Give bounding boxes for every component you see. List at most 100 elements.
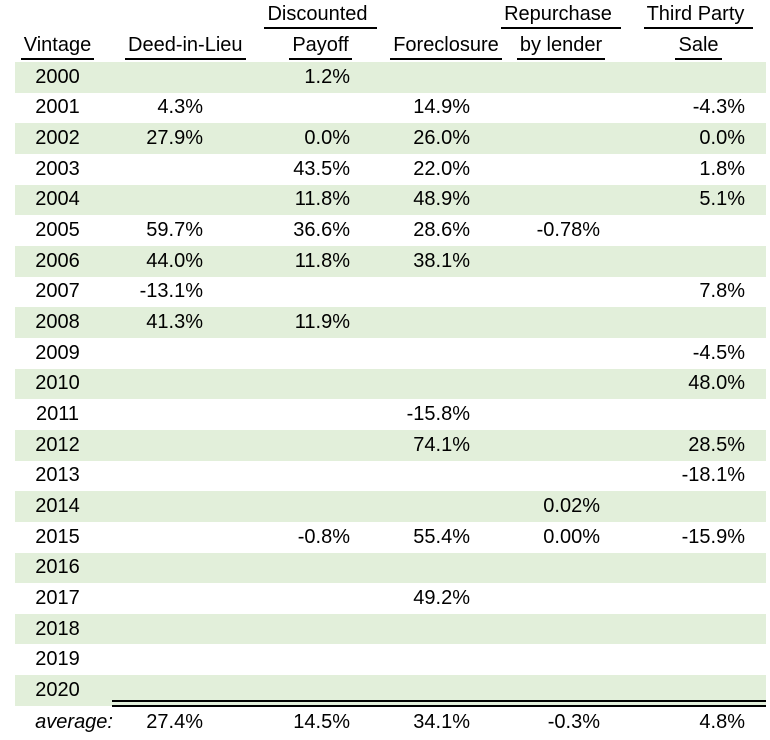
col-header-foreclosure-label: Foreclosure [390, 34, 502, 60]
cell-foreclosure: 14.9% [413, 96, 470, 119]
col-header-deed-in-lieu-label: Deed-in-Lieu [125, 34, 246, 60]
col-header-third-party-label: Third Party [643, 3, 754, 29]
col-header-payoff-label: Payoff [289, 34, 352, 60]
cell-foreclosure: 22.0% [413, 157, 470, 180]
col-header-third-party: Third Party [626, 3, 770, 31]
row-2005: 2005 59.7% 36.6% 28.6% -0.78% [15, 215, 766, 246]
col-header-foreclosure: Foreclosure [386, 34, 506, 62]
row-2011: 2011 -15.8% [15, 399, 766, 430]
cell-discounted-payoff: -0.8% [297, 525, 350, 548]
col-header-sale: Sale [626, 34, 770, 62]
cell-vintage: 2011 [35, 403, 79, 426]
cell-vintage: 2014 [35, 495, 80, 518]
row-2008: 2008 41.3% 11.9% [15, 307, 766, 338]
row-2006: 2006 44.0% 11.8% 38.1% [15, 245, 766, 277]
cell-third-party-sale: -18.1% [681, 464, 745, 487]
cell-deed-in-lieu: 27.9% [146, 127, 203, 150]
row-2015: 2015 -0.8% 55.4% 0.00% -15.9% [15, 522, 766, 553]
cell-deed-in-lieu: 4.3% [157, 96, 203, 119]
col-header-vintage-label: Vintage [20, 34, 95, 60]
cell-foreclosure: 48.9% [413, 188, 470, 211]
col-header-payoff: Payoff [248, 34, 393, 62]
col-header-vintage: Vintage [15, 34, 100, 62]
cell-deed-in-lieu: -13.1% [139, 280, 203, 303]
cell-vintage: 2017 [35, 586, 80, 609]
cell-vintage: 2018 [35, 617, 80, 640]
col-header-repurchase: Repurchase [496, 3, 626, 31]
col-header-deed-in-lieu: Deed-in-Lieu [125, 34, 246, 62]
cell-vintage: 2013 [35, 464, 80, 487]
cell-third-party-sale: 48.0% [688, 372, 745, 395]
cell-repurchase-by-lender: 0.02% [543, 495, 600, 518]
row-2013: 2013 -18.1% [15, 461, 766, 492]
cell-deed-in-lieu: 41.3% [146, 311, 203, 334]
cell-vintage: 2010 [35, 372, 80, 395]
cell-third-party-sale: 5.1% [699, 188, 745, 211]
cell-repurchase-by-lender: 0.00% [543, 525, 600, 548]
cell-vintage: 2019 [35, 648, 80, 671]
row-2001: 2001 4.3% 14.9% -4.3% [15, 93, 766, 124]
total-separator-double-rule [112, 700, 766, 707]
cell-deed-in-lieu: 44.0% [146, 249, 203, 272]
cell-repurchase-by-lender: -0.78% [536, 219, 600, 242]
row-2018: 2018 [15, 613, 766, 645]
row-2003: 2003 43.5% 22.0% 1.8% [15, 154, 766, 185]
row-2019: 2019 [15, 644, 766, 675]
cell-vintage: 2001 [35, 96, 80, 119]
col-header-discounted: Discounted [248, 3, 393, 31]
cell-discounted-payoff: 11.8% [294, 249, 350, 272]
cell-repurchase-by-lender-average: -0.3% [547, 711, 600, 734]
cell-foreclosure: 38.1% [413, 249, 470, 272]
cell-third-party-sale: 28.5% [688, 433, 745, 456]
cell-vintage: 2003 [35, 157, 80, 180]
cell-vintage: 2005 [35, 219, 80, 242]
cell-vintage: 2009 [35, 341, 80, 364]
cell-vintage: 2012 [35, 433, 80, 456]
cell-third-party-sale: -15.9% [681, 525, 745, 548]
row-2012: 2012 74.1% 28.5% [15, 429, 766, 461]
row-2009: 2009 -4.5% [15, 338, 766, 369]
row-2002: 2002 27.9% 0.0% 26.0% 0.0% [15, 123, 766, 154]
row-2000: 2000 1.2% [15, 62, 766, 93]
cell-discounted-payoff: 43.5% [293, 157, 350, 180]
cell-foreclosure: 74.1% [413, 433, 470, 456]
header-line-1: Discounted Repurchase Third Party [15, 0, 766, 31]
cell-foreclosure: 26.0% [413, 127, 470, 150]
cell-vintage: 2015 [35, 525, 80, 548]
header-line-2: Vintage Deed-in-Lieu Payoff Foreclosure … [15, 31, 766, 62]
cell-deed-in-lieu: 59.7% [146, 219, 203, 242]
cell-vintage: 2020 [35, 678, 80, 701]
cell-discounted-payoff: 11.9% [294, 311, 350, 334]
cell-discounted-payoff: 11.8% [294, 188, 350, 211]
cell-foreclosure-average: 34.1% [413, 711, 470, 734]
row-2014: 2014 0.02% [15, 491, 766, 522]
cell-vintage: 2002 [35, 127, 80, 150]
cell-deed-in-lieu-average: 27.4% [146, 711, 203, 734]
cell-foreclosure: 49.2% [413, 586, 470, 609]
cell-third-party-sale-average: 4.8% [699, 711, 745, 734]
cell-third-party-sale: -4.3% [692, 96, 745, 119]
col-header-repurchase-label: Repurchase [501, 3, 621, 29]
average-row: average: 27.4% 14.5% 34.1% -0.3% 4.8% [15, 706, 766, 740]
cell-third-party-sale: 0.0% [699, 127, 745, 150]
cell-vintage: 2004 [35, 188, 80, 211]
cell-vintage: 2008 [35, 311, 80, 334]
row-2017: 2017 49.2% [15, 583, 766, 614]
row-2016: 2016 [15, 552, 766, 584]
cell-third-party-sale: 1.8% [699, 157, 745, 180]
cell-third-party-sale: -4.5% [692, 341, 745, 364]
row-2010: 2010 48.0% [15, 368, 766, 400]
cell-foreclosure: 28.6% [413, 219, 470, 242]
cell-vintage: 2006 [35, 249, 80, 272]
row-2007: 2007 -13.1% 7.8% [15, 277, 766, 308]
col-header-sale-label: Sale [675, 34, 722, 60]
cell-foreclosure: -15.8% [406, 403, 470, 426]
cell-third-party-sale: 7.8% [699, 280, 745, 303]
average-label: average: [35, 711, 113, 734]
cell-discounted-payoff-average: 14.5% [293, 711, 350, 734]
col-header-discounted-label: Discounted [264, 3, 377, 29]
cell-vintage: 2007 [35, 280, 80, 303]
cell-foreclosure: 55.4% [413, 525, 470, 548]
row-2004: 2004 11.8% 48.9% 5.1% [15, 184, 766, 216]
